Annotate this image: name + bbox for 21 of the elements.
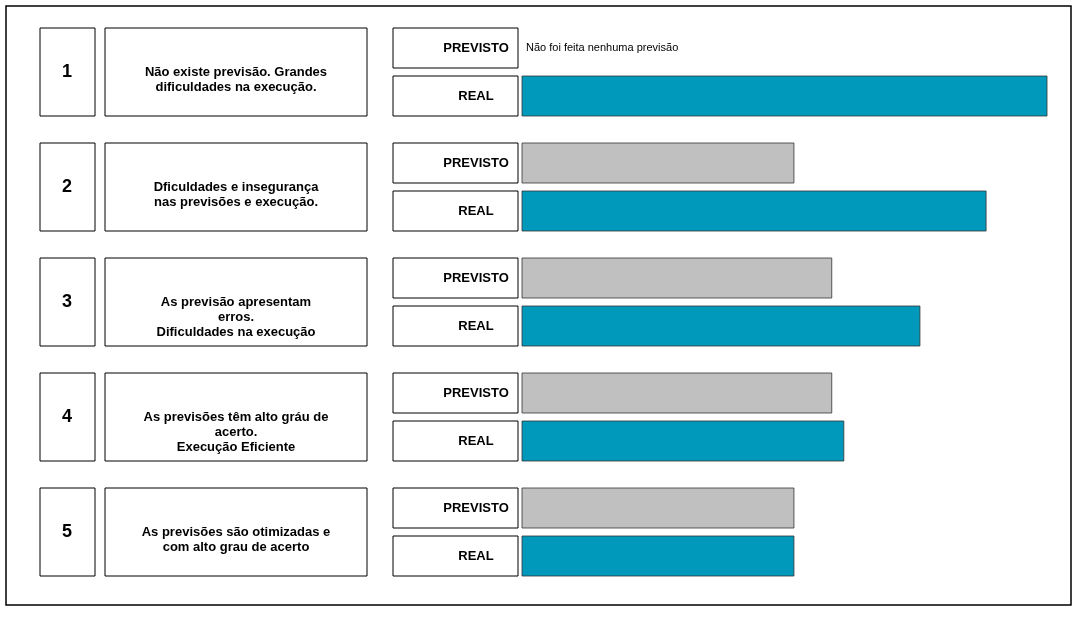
text: REAL — [458, 203, 494, 218]
y-tick-label: As previsão apresentam erros. Dificuldades na execução — [156, 294, 316, 339]
y-tick-label: Não existe previsão. Grandes dificuldades na execução. — [144, 64, 328, 94]
text: REAL — [458, 88, 494, 103]
y-tick-label: As previsões têm alto gráu de acerto. Execução Eficiente — [143, 409, 329, 454]
text: PREVISTO — [443, 40, 509, 55]
text: PREVISTO — [443, 270, 509, 285]
annotation: Não foi feita nenhuma previsão — [526, 41, 679, 53]
text: 4 — [61, 406, 73, 426]
text: PREVISTO — [443, 385, 509, 400]
y-tick-label: As previsões são otimizadas e com alto grau de acerto — [141, 524, 331, 554]
y-tick-label: Dficuldades e insegurança nas previsões e execução. — [153, 179, 320, 209]
text: REAL — [458, 548, 494, 563]
series-label: PREVISTO — [443, 155, 509, 170]
text: REAL — [458, 318, 494, 333]
text: 1 — [61, 61, 73, 81]
text: PREVISTO — [443, 500, 509, 515]
text: 3 — [61, 291, 73, 311]
text: REAL — [458, 433, 494, 448]
text: 5 — [61, 521, 73, 541]
text: 2 — [61, 176, 73, 196]
